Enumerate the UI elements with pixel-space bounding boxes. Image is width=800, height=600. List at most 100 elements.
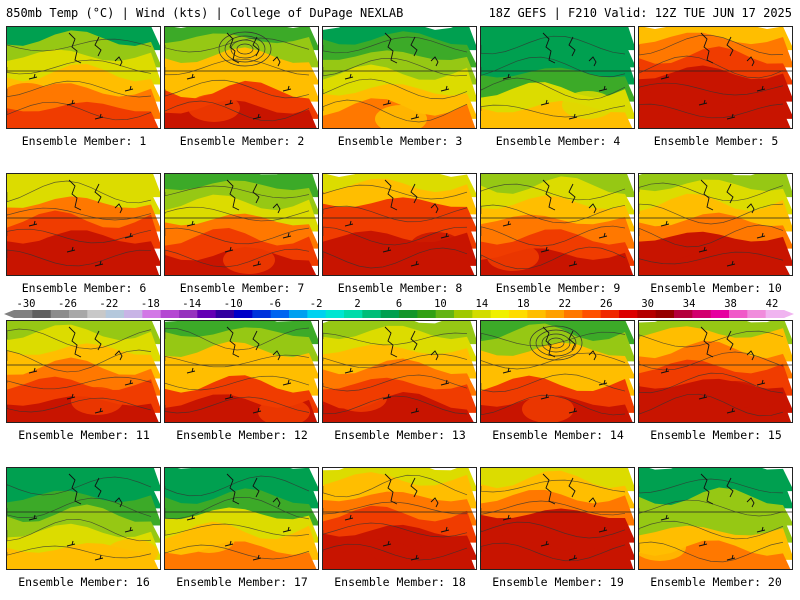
wind-barb — [540, 393, 550, 400]
colorbar-tick-label: -22 — [99, 298, 118, 310]
colorbar-segment — [674, 310, 693, 318]
colorbar-min-arrow — [4, 310, 14, 318]
coastline — [700, 326, 755, 361]
wind-barb — [440, 85, 450, 92]
height-contour — [323, 36, 468, 54]
ensemble-member-label: Ensemble Member: 12 — [176, 428, 308, 442]
colorbar-segment — [564, 310, 583, 318]
wind-barb — [568, 113, 578, 120]
colorbar-segment — [270, 310, 290, 318]
ensemble-map-panel — [6, 467, 161, 570]
coastline — [542, 473, 597, 508]
warm-anomaly — [106, 539, 158, 567]
wind-barb — [94, 554, 104, 561]
ensemble-map-panel — [638, 320, 793, 423]
wind-barb — [540, 246, 550, 253]
wind-barb — [660, 514, 670, 521]
coastline — [68, 32, 123, 67]
colorbar-segment — [69, 310, 88, 318]
height-contour — [7, 376, 152, 390]
low-pressure-contour — [224, 35, 266, 63]
temperature-map — [7, 174, 160, 275]
colorbar-segment — [435, 310, 455, 318]
height-contour — [165, 100, 310, 122]
temperature-band — [165, 541, 317, 569]
colorbar-segment — [252, 310, 272, 318]
low-pressure-contour — [236, 43, 254, 55]
low-pressure-contour — [230, 39, 260, 59]
height-contour — [481, 500, 626, 516]
wind-barb — [410, 260, 420, 267]
colorbar-tick-label: -26 — [58, 298, 77, 310]
coastline — [700, 473, 755, 508]
wind-barb — [28, 220, 38, 227]
coastline — [700, 32, 755, 67]
ensemble-map-panel — [164, 467, 319, 570]
coastline — [68, 179, 123, 214]
height-contour — [7, 349, 152, 373]
height-contour — [7, 180, 152, 204]
height-contour — [7, 249, 152, 267]
colorbar-tick-label: 42 — [766, 298, 779, 310]
height-contour — [481, 204, 626, 224]
wind-barb — [660, 73, 670, 80]
colorbar-segment — [307, 310, 327, 318]
coastline — [68, 326, 123, 361]
temperature-map — [639, 27, 792, 128]
height-contour — [639, 520, 784, 540]
height-contour — [481, 331, 626, 347]
ensemble-member-label: Ensemble Member: 3 — [337, 134, 463, 148]
colorbar-segment — [362, 310, 382, 318]
colorbar-segment — [325, 310, 345, 318]
ensemble-member-label: Ensemble Member: 2 — [179, 134, 305, 148]
height-contour — [165, 227, 310, 245]
ensemble-map-panel — [322, 467, 477, 570]
colorbar-tick-label: -2 — [310, 298, 323, 310]
height-contour — [639, 82, 784, 96]
wind-barb — [344, 514, 354, 521]
height-contour — [639, 351, 784, 371]
colorbar-tick-label: -6 — [268, 298, 281, 310]
ensemble-member-label: Ensemble Member: 18 — [334, 575, 466, 589]
ensemble-map-panel — [6, 320, 161, 423]
wind-barb — [756, 379, 766, 386]
colorbar-segment — [472, 310, 492, 318]
wind-barb — [382, 246, 392, 253]
colorbar-segment — [179, 310, 198, 318]
ensemble-map-panel — [6, 26, 161, 129]
colorbar-tick-label: 38 — [724, 298, 737, 310]
warm-anomaly — [188, 94, 240, 122]
wind-barb — [344, 73, 354, 80]
temperature-band — [639, 540, 791, 569]
wind-barb — [282, 232, 292, 239]
warm-anomaly — [522, 395, 574, 422]
wind-barb — [66, 99, 76, 106]
ensemble-member-label: Ensemble Member: 14 — [492, 428, 624, 442]
wind-barb — [382, 540, 392, 547]
wind-barb — [186, 514, 196, 521]
colorbar-segment — [600, 310, 620, 318]
coastline — [384, 473, 439, 508]
height-contour — [323, 99, 468, 123]
wind-barb — [124, 526, 134, 533]
wind-barb — [94, 407, 104, 414]
colorbar-tick-label: -18 — [141, 298, 160, 310]
height-contour — [481, 104, 626, 118]
colorbar-segment — [197, 310, 217, 318]
colorbar-segment — [380, 310, 400, 318]
wind-barb — [756, 232, 766, 239]
wind-barb — [66, 246, 76, 253]
height-contour — [165, 523, 310, 537]
wind-barb — [440, 232, 450, 239]
colorbar-segment — [710, 310, 730, 318]
wind-barb — [252, 554, 262, 561]
temperature-map — [165, 468, 318, 569]
low-pressure-contour — [218, 31, 272, 67]
height-contour — [7, 59, 152, 75]
colorbar-segment — [160, 310, 180, 318]
wind-barb — [252, 260, 262, 267]
colorbar-segment — [399, 310, 418, 318]
ensemble-member-label: Ensemble Member: 6 — [21, 281, 147, 295]
warm-anomaly — [71, 387, 123, 415]
warm-anomaly — [7, 83, 53, 111]
